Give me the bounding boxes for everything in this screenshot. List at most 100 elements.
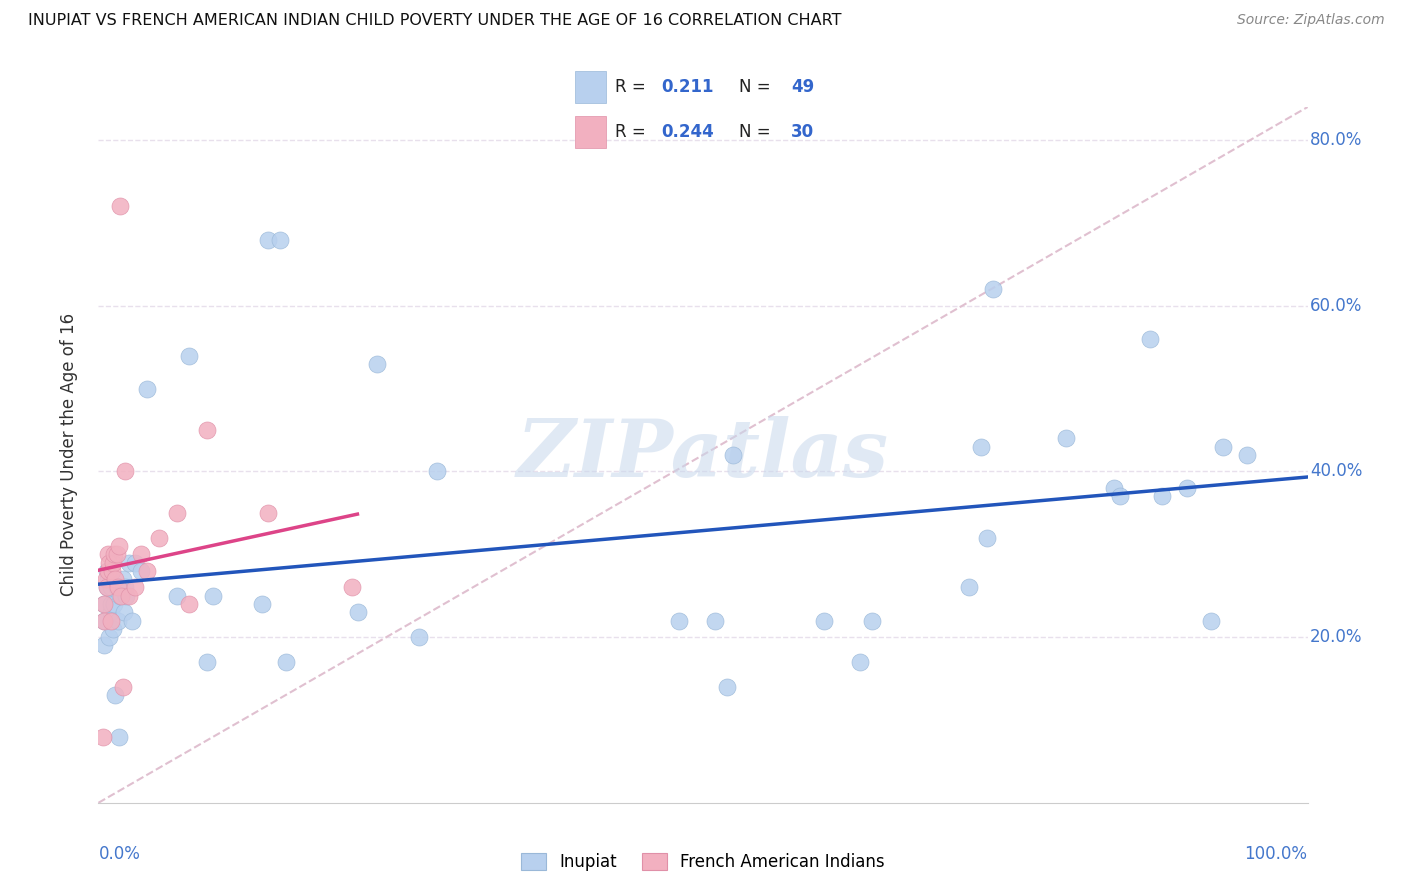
Point: [111, 572, 134, 586]
Point: [981, 282, 1004, 296]
Text: 100.0%: 100.0%: [1244, 845, 1308, 863]
Point: [1236, 448, 1258, 462]
Point: [129, 547, 152, 561]
Point: [115, 589, 138, 603]
Point: [366, 357, 388, 371]
Point: [108, 199, 131, 213]
Point: [104, 572, 127, 586]
Point: [105, 581, 128, 595]
Point: [1102, 481, 1125, 495]
Point: [342, 581, 364, 595]
Point: [107, 581, 129, 595]
Point: [101, 556, 124, 570]
Point: [195, 423, 218, 437]
Point: [1054, 431, 1077, 445]
Point: [716, 680, 738, 694]
Point: [103, 597, 125, 611]
Point: [96, 581, 118, 595]
Text: 20.0%: 20.0%: [1310, 628, 1362, 646]
Point: [98, 556, 121, 570]
Text: R =: R =: [614, 123, 651, 141]
Point: [250, 597, 273, 611]
Point: [723, 448, 745, 462]
Text: N =: N =: [738, 78, 776, 95]
Point: [97, 547, 120, 561]
Point: [408, 630, 430, 644]
Point: [108, 589, 131, 603]
Point: [100, 597, 122, 611]
Text: 0.244: 0.244: [661, 123, 714, 141]
Point: [256, 506, 278, 520]
Point: [1199, 614, 1222, 628]
Point: [93, 639, 115, 653]
Point: [93, 614, 115, 628]
Point: [177, 349, 201, 363]
Point: [104, 688, 127, 702]
Point: [121, 614, 143, 628]
Point: [195, 655, 218, 669]
Legend: Inupiat, French American Indians: Inupiat, French American Indians: [515, 847, 891, 878]
Point: [426, 465, 449, 479]
Point: [1109, 489, 1132, 503]
Point: [166, 506, 188, 520]
Point: [97, 572, 120, 586]
Point: [813, 614, 835, 628]
Point: [118, 589, 141, 603]
Text: 80.0%: 80.0%: [1310, 131, 1362, 149]
Text: 0.0%: 0.0%: [98, 845, 141, 863]
Text: ZIPatlas: ZIPatlas: [517, 417, 889, 493]
Point: [93, 614, 115, 628]
Point: [110, 589, 132, 603]
Point: [269, 233, 291, 247]
Point: [274, 655, 297, 669]
Text: 49: 49: [792, 78, 814, 95]
Point: [97, 564, 120, 578]
Point: [177, 597, 201, 611]
Point: [118, 556, 141, 570]
Point: [135, 382, 157, 396]
Point: [202, 589, 225, 603]
Point: [108, 539, 131, 553]
Point: [100, 605, 122, 619]
Point: [96, 564, 118, 578]
Point: [114, 465, 136, 479]
Text: INUPIAT VS FRENCH AMERICAN INDIAN CHILD POVERTY UNDER THE AGE OF 16 CORRELATION : INUPIAT VS FRENCH AMERICAN INDIAN CHILD …: [28, 13, 842, 29]
Text: R =: R =: [614, 78, 651, 95]
Point: [108, 730, 131, 744]
Point: [849, 655, 872, 669]
Point: [112, 605, 135, 619]
Point: [107, 614, 129, 628]
Point: [100, 581, 122, 595]
Point: [103, 547, 125, 561]
Point: [1175, 481, 1198, 495]
Point: [976, 531, 998, 545]
Point: [860, 614, 883, 628]
Point: [957, 581, 980, 595]
Point: [100, 564, 122, 578]
Point: [1212, 440, 1234, 454]
Text: N =: N =: [738, 123, 776, 141]
Point: [256, 233, 278, 247]
Point: [1152, 489, 1174, 503]
Text: 0.211: 0.211: [661, 78, 714, 95]
Point: [135, 564, 157, 578]
Point: [111, 680, 134, 694]
Point: [114, 581, 136, 595]
Point: [93, 597, 115, 611]
Point: [704, 614, 727, 628]
Point: [166, 589, 188, 603]
Text: 40.0%: 40.0%: [1310, 462, 1362, 481]
Y-axis label: Child Poverty Under the Age of 16: Child Poverty Under the Age of 16: [59, 313, 77, 597]
Text: 30: 30: [792, 123, 814, 141]
Text: 60.0%: 60.0%: [1310, 297, 1362, 315]
Point: [94, 572, 117, 586]
Point: [1139, 332, 1161, 346]
Bar: [575, 116, 606, 148]
Point: [668, 614, 690, 628]
Point: [91, 730, 114, 744]
Point: [96, 581, 118, 595]
Point: [347, 605, 370, 619]
Point: [101, 622, 124, 636]
Point: [93, 597, 115, 611]
Point: [124, 556, 146, 570]
